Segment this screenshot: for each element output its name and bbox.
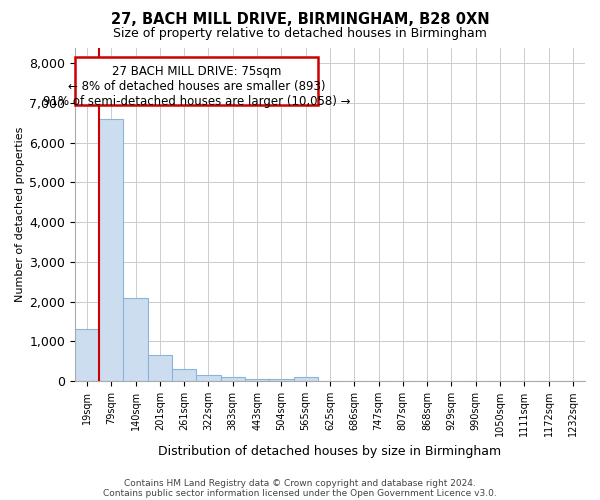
Bar: [75, 328, 99, 381]
Bar: [99, 119, 124, 381]
Text: Contains HM Land Registry data © Crown copyright and database right 2024.: Contains HM Land Registry data © Crown c…: [124, 478, 476, 488]
Bar: [172, 369, 196, 381]
Bar: [269, 379, 293, 381]
Bar: [148, 355, 172, 381]
Bar: [293, 377, 318, 381]
Bar: [245, 378, 269, 381]
Bar: [196, 375, 221, 381]
Text: Size of property relative to detached houses in Birmingham: Size of property relative to detached ho…: [113, 28, 487, 40]
Y-axis label: Number of detached properties: Number of detached properties: [15, 126, 25, 302]
Bar: [124, 298, 148, 381]
Text: 27, BACH MILL DRIVE, BIRMINGHAM, B28 0XN: 27, BACH MILL DRIVE, BIRMINGHAM, B28 0XN: [110, 12, 490, 28]
X-axis label: Distribution of detached houses by size in Birmingham: Distribution of detached houses by size …: [158, 444, 502, 458]
Text: 91% of semi-detached houses are larger (10,058) →: 91% of semi-detached houses are larger (…: [43, 94, 350, 108]
Text: 27 BACH MILL DRIVE: 75sqm: 27 BACH MILL DRIVE: 75sqm: [112, 64, 281, 78]
Text: ← 8% of detached houses are smaller (893): ← 8% of detached houses are smaller (893…: [68, 80, 325, 94]
Bar: [221, 378, 245, 381]
Bar: [75, 58, 318, 105]
Text: Contains public sector information licensed under the Open Government Licence v3: Contains public sector information licen…: [103, 488, 497, 498]
